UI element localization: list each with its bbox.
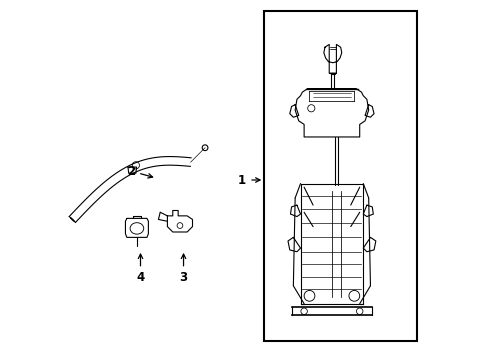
Text: 4: 4: [136, 254, 144, 284]
Text: 3: 3: [179, 254, 187, 284]
Bar: [264, 12, 416, 341]
Text: 1: 1: [238, 174, 260, 186]
Text: 2: 2: [127, 165, 152, 178]
